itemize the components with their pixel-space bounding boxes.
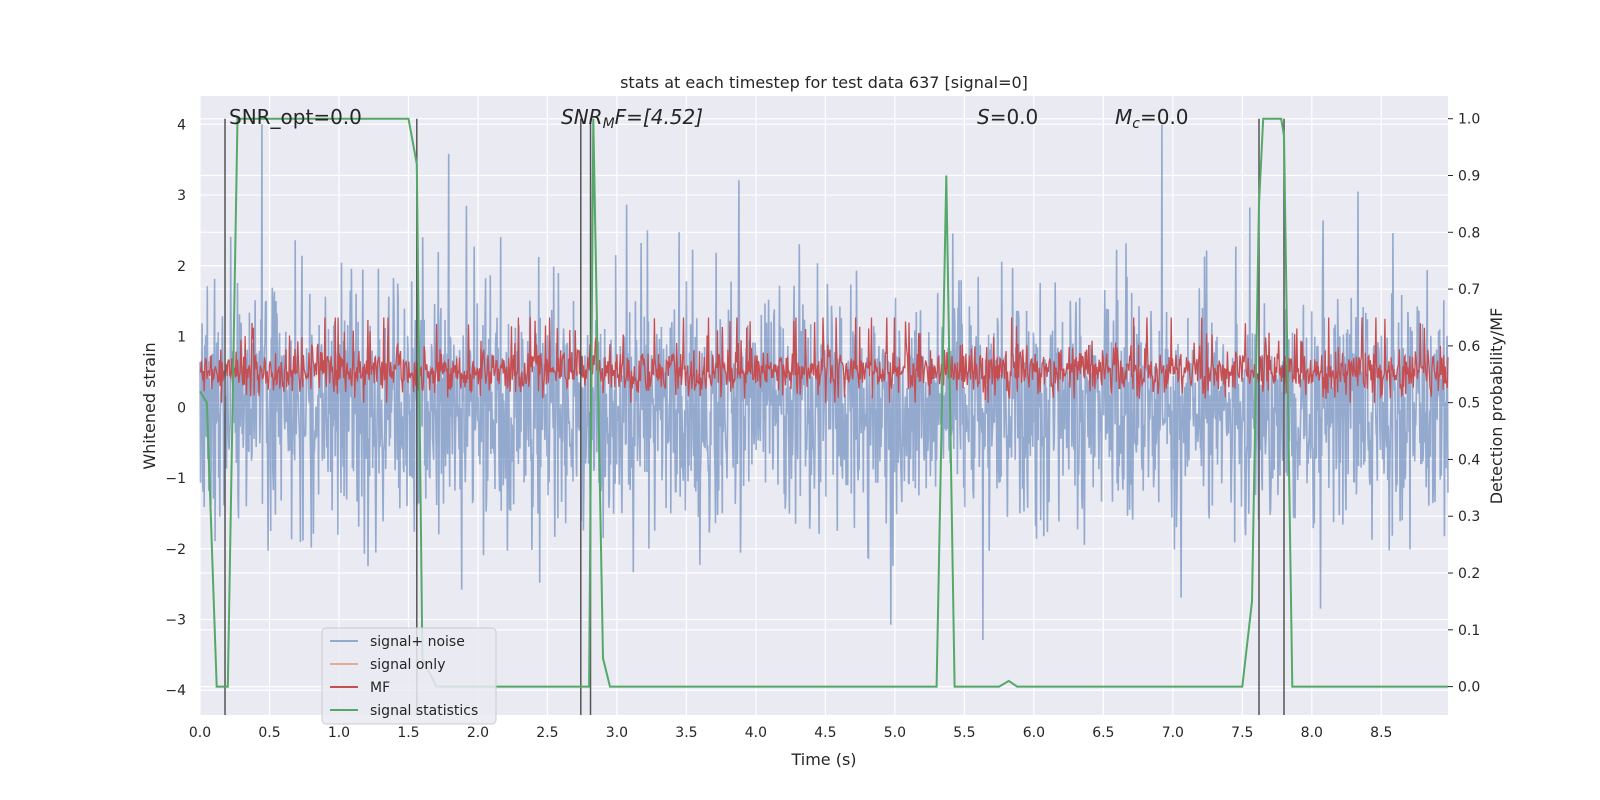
y-tick-label-left: 4 bbox=[177, 117, 186, 133]
y-axis-label-left: Whitened strain bbox=[140, 342, 159, 469]
x-tick-label: 8.0 bbox=[1301, 725, 1323, 741]
y-tick-label-left: −1 bbox=[165, 471, 186, 487]
x-tick-label: 4.5 bbox=[814, 725, 836, 741]
y-tick-label-left: −3 bbox=[165, 612, 186, 628]
y-tick-label-left: 3 bbox=[177, 188, 186, 204]
annotation-mc: Mc=0.0 bbox=[1115, 105, 1189, 132]
x-tick-label: 6.0 bbox=[1023, 725, 1045, 741]
y-tick-label-right: 0.2 bbox=[1458, 566, 1480, 582]
x-tick-label: 1.0 bbox=[328, 725, 350, 741]
legend: signal+ noise signal only MF signal stat… bbox=[321, 627, 497, 725]
x-tick-label: 0.5 bbox=[258, 725, 280, 741]
y-ticks-left: −4 −3 −2 −1 0 1 2 3 4 bbox=[165, 117, 186, 699]
y-tick-label-left: 0 bbox=[177, 400, 186, 416]
y-tick-label-right: 0.8 bbox=[1458, 225, 1480, 241]
x-tick-label: 8.5 bbox=[1370, 725, 1392, 741]
y-tick-label-right: 1.0 bbox=[1458, 112, 1480, 128]
y-tick-label-left: −4 bbox=[165, 683, 186, 699]
y-ticks-right: 0.0 0.1 0.2 0.3 0.4 0.5 0.6 0.7 0.8 0.9 1.0 bbox=[1448, 112, 1480, 696]
x-tick-label: 5.0 bbox=[884, 725, 906, 741]
x-tick-label: 1.5 bbox=[397, 725, 419, 741]
x-tick-label: 3.5 bbox=[675, 725, 697, 741]
x-axis-label: Time (s) bbox=[790, 750, 856, 769]
x-tick-label: 4.0 bbox=[745, 725, 767, 741]
signal-noise-line bbox=[199, 124, 1449, 641]
x-tick-label: 6.5 bbox=[1092, 725, 1114, 741]
y-tick-label-right: 0.6 bbox=[1458, 339, 1480, 355]
legend-label-mf: MF bbox=[370, 680, 390, 696]
signal-noise-series bbox=[199, 124, 1449, 641]
legend-label-signal-only: signal only bbox=[370, 657, 445, 673]
y-tick-label-left: −2 bbox=[165, 542, 186, 558]
x-tick-label: 2.0 bbox=[467, 725, 489, 741]
x-tick-label: 2.5 bbox=[536, 725, 558, 741]
x-ticks: 0.0 0.5 1.0 1.5 2.0 2.5 3.0 3.5 4.0 4.5 5.0 5.5 6.0 6… bbox=[189, 725, 1393, 741]
annotation-s: S=0.0 bbox=[977, 105, 1038, 129]
mf-line bbox=[199, 317, 1449, 403]
x-tick-label: 7.0 bbox=[1162, 725, 1184, 741]
signal-statistics-series bbox=[199, 117, 1448, 688]
y-tick-label-right: 0.5 bbox=[1458, 396, 1480, 412]
y-tick-label-right: 0.9 bbox=[1458, 169, 1480, 185]
y-axis-label-right: Detection probability/MF bbox=[1487, 308, 1506, 505]
legend-label-signal-noise: signal+ noise bbox=[370, 634, 465, 650]
y-tick-label-right: 0.0 bbox=[1458, 680, 1480, 696]
signal-statistics-line bbox=[199, 117, 1448, 688]
x-tick-label: 7.5 bbox=[1231, 725, 1253, 741]
x-tick-label: 0.0 bbox=[189, 725, 211, 741]
annotation-snr-mf: SNRMF=[4.52] bbox=[561, 105, 703, 132]
y-tick-label-left: 1 bbox=[177, 330, 186, 346]
x-tick-label: 3.0 bbox=[606, 725, 628, 741]
y-tick-label-left: 2 bbox=[177, 259, 186, 275]
mf-series bbox=[199, 317, 1449, 403]
y-tick-label-right: 0.7 bbox=[1458, 282, 1480, 298]
legend-box bbox=[321, 627, 497, 725]
legend-label-signal-statistics: signal statistics bbox=[370, 703, 478, 719]
y-tick-label-right: 0.1 bbox=[1458, 623, 1480, 639]
x-tick-label: 5.5 bbox=[953, 725, 975, 741]
y-tick-label-right: 0.3 bbox=[1458, 509, 1480, 525]
annotation-snr-opt: SNR_opt=0.0 bbox=[229, 105, 362, 129]
chart-title: stats at each timestep for test data 637… bbox=[620, 73, 1028, 92]
y-tick-label-right: 0.4 bbox=[1458, 452, 1480, 468]
